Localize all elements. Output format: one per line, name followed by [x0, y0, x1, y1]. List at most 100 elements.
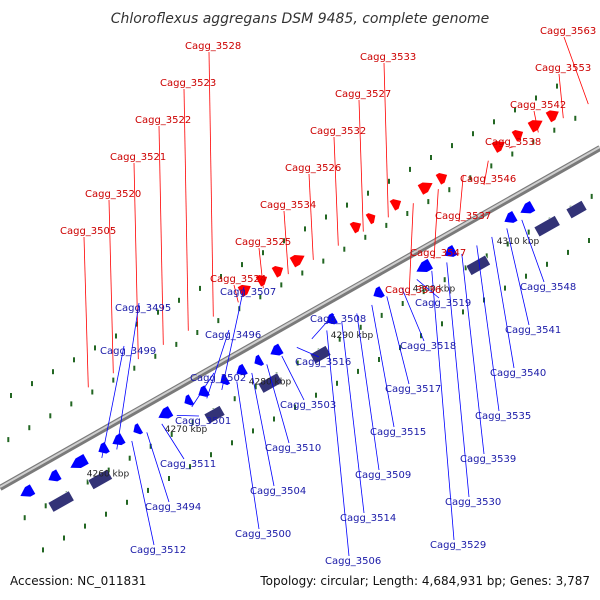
- gene-label-cagg_3535: Cagg_3535: [475, 411, 531, 422]
- gene-label-cagg_3512: Cagg_3512: [130, 545, 186, 556]
- gene-feature: [444, 244, 458, 257]
- ladder-tick: [136, 321, 138, 327]
- gene-feature: [257, 372, 283, 394]
- tick-ladders: [7, 83, 593, 553]
- gene-feature: [20, 484, 36, 497]
- label-leader-line: [133, 162, 139, 360]
- gene-label-cagg_3541: Cagg_3541: [505, 325, 561, 336]
- ladder-tick: [126, 499, 128, 505]
- gene-feature: [87, 468, 113, 491]
- gene-label-cagg_3507: Cagg_3507: [220, 287, 276, 298]
- operon-block: [203, 405, 226, 425]
- label-leader-line: [461, 253, 485, 455]
- forward-gene-arrow: [417, 182, 433, 195]
- forward-gene-arrow: [527, 120, 543, 133]
- ladder-tick: [294, 404, 296, 410]
- scale-label-4310-kbp: 4310 kbp: [497, 237, 540, 247]
- gene-label-cagg_3518: Cagg_3518: [400, 341, 456, 352]
- gene-label-cagg_3503: Cagg_3503: [280, 400, 336, 411]
- backbone-highlight: [0, 146, 600, 488]
- gene-feature: [254, 354, 265, 366]
- ladder-tick: [359, 324, 362, 330]
- ladder-tick: [283, 238, 285, 244]
- gene-feature: [112, 433, 126, 446]
- gene-label-cagg_3515: Cagg_3515: [370, 427, 426, 438]
- gene-label-cagg_3548: Cagg_3548: [520, 282, 576, 293]
- gene-label-cagg_3519: Cagg_3519: [415, 298, 471, 309]
- ladder-tick: [70, 401, 73, 407]
- label-leader-line: [191, 372, 215, 408]
- label-leader-line: [146, 432, 170, 503]
- label-leader-line: [101, 345, 125, 458]
- gene-label-cagg_3523: Cagg_3523: [160, 78, 216, 89]
- ladder-tick: [28, 425, 31, 431]
- gene-label-cagg_3500: Cagg_3500: [235, 529, 291, 540]
- ladder-tick: [427, 199, 430, 205]
- gene-feature: [289, 255, 305, 268]
- label-leader-line: [158, 125, 164, 345]
- ladder-tick: [490, 163, 493, 169]
- ladder-tick: [84, 523, 86, 529]
- ladder-tick: [280, 282, 283, 288]
- ladder-tick: [217, 318, 220, 324]
- ladder-tick: [430, 155, 432, 160]
- forward-gene-arrow: [271, 266, 284, 278]
- ladder-tick: [514, 107, 516, 113]
- gene-feature: [504, 210, 518, 223]
- ladder-tick: [189, 464, 191, 470]
- ladder-tick: [472, 131, 474, 137]
- ladder-tick: [107, 467, 110, 473]
- scale-label-4290-kbp: 4290 kbp: [331, 331, 374, 341]
- ladder-tick: [525, 273, 527, 279]
- ladder-tick: [441, 321, 443, 327]
- ladder-tick: [23, 515, 26, 521]
- gene-feature: [48, 469, 62, 482]
- label-leader-line: [233, 284, 239, 303]
- label-leader-line: [281, 355, 305, 401]
- gene-feature: [389, 199, 402, 211]
- gene-label-cagg_3539: Cagg_3539: [460, 454, 516, 465]
- ladder-tick: [220, 274, 222, 279]
- ladder-tick: [128, 455, 131, 461]
- reverse-gene-arrow: [444, 244, 458, 257]
- reverse-gene-arrow: [112, 433, 126, 446]
- label-leader-line: [311, 313, 335, 340]
- gene-label-cagg_3521: Cagg_3521: [110, 152, 166, 163]
- ladder-tick: [168, 476, 170, 481]
- ladder-tick: [52, 369, 54, 375]
- label-leader-line: [208, 51, 214, 317]
- forward-gene-arrow: [511, 130, 524, 142]
- gene-label-cagg_3494: Cagg_3494: [145, 502, 201, 513]
- ladder-tick: [7, 437, 10, 443]
- scale-label-4270-kbp: 4270 kbp: [165, 425, 208, 435]
- ladder-tick: [380, 312, 383, 318]
- label-leader-line: [221, 286, 245, 390]
- gene-label-cagg_3530: Cagg_3530: [445, 497, 501, 508]
- gene-label-cagg_3536: Cagg_3536: [385, 285, 441, 296]
- gene-label-cagg_3529: Cagg_3529: [430, 540, 486, 551]
- gene-label-cagg_3502: Cagg_3502: [190, 373, 246, 384]
- gene-feature: [203, 405, 226, 425]
- ladder-tick: [105, 511, 107, 517]
- ladder-tick: [553, 127, 556, 133]
- ladder-tick: [175, 341, 178, 347]
- ladder-tick: [49, 413, 52, 419]
- gene-label-cagg_3528: Cagg_3528: [185, 41, 241, 52]
- label-leader-line: [476, 245, 500, 412]
- ladder-tick: [241, 262, 243, 268]
- forward-gene-arrow: [365, 213, 376, 225]
- gene-label-cagg_3506: Cagg_3506: [325, 556, 381, 567]
- ladder-tick: [63, 535, 65, 541]
- ladder-tick: [259, 294, 262, 300]
- ladder-tick: [357, 368, 359, 374]
- ladder-tick: [210, 452, 212, 458]
- gene-label-cagg_3504: Cagg_3504: [250, 486, 306, 497]
- ladder-tick: [154, 353, 157, 359]
- label-leader-line: [308, 173, 314, 260]
- reverse-gene-arrow: [20, 484, 36, 497]
- gene-feature: [255, 275, 268, 287]
- reverse-gene-arrow: [416, 258, 434, 272]
- gene-feature: [158, 406, 174, 419]
- label-leader-line: [296, 347, 320, 358]
- label-leader-line: [266, 364, 290, 444]
